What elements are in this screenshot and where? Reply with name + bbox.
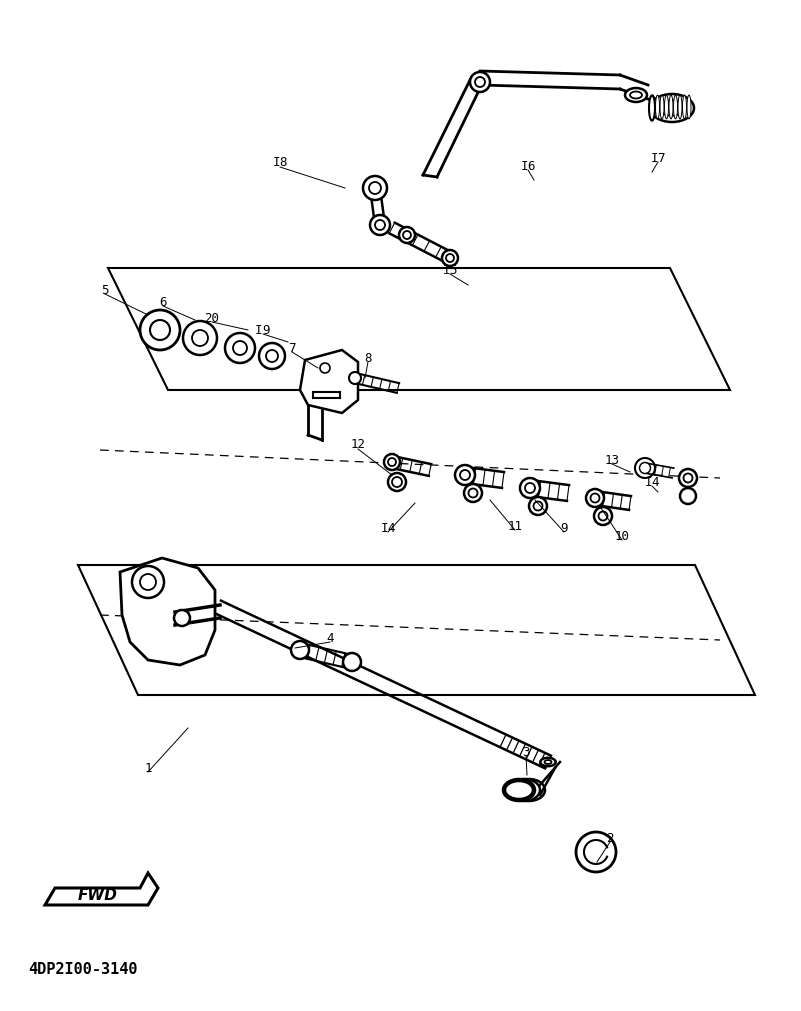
Circle shape (464, 484, 482, 502)
Ellipse shape (650, 94, 694, 122)
Ellipse shape (651, 95, 655, 119)
Text: 7: 7 (658, 152, 665, 165)
Circle shape (392, 477, 402, 487)
Text: 4: 4 (651, 475, 658, 488)
Circle shape (399, 227, 415, 243)
Ellipse shape (678, 95, 682, 119)
Text: 13: 13 (605, 454, 619, 466)
Polygon shape (45, 874, 158, 905)
Circle shape (259, 343, 285, 369)
Text: 8: 8 (280, 157, 287, 170)
Circle shape (349, 372, 361, 384)
Text: 4: 4 (387, 522, 395, 535)
Circle shape (370, 215, 390, 235)
Ellipse shape (674, 95, 678, 119)
Circle shape (192, 330, 208, 346)
Circle shape (266, 350, 278, 362)
Circle shape (460, 470, 470, 480)
Polygon shape (108, 268, 730, 390)
Polygon shape (78, 565, 755, 695)
Circle shape (470, 72, 490, 92)
Text: 4DP2I00-3140: 4DP2I00-3140 (28, 962, 138, 978)
Circle shape (233, 341, 247, 355)
Text: I: I (521, 160, 528, 173)
Circle shape (475, 77, 485, 87)
Circle shape (174, 610, 190, 626)
Circle shape (369, 182, 381, 194)
Circle shape (529, 497, 547, 515)
Circle shape (446, 254, 454, 262)
Circle shape (140, 310, 180, 350)
Polygon shape (120, 558, 215, 665)
Circle shape (343, 653, 361, 671)
Text: I: I (442, 264, 449, 276)
Ellipse shape (655, 95, 659, 119)
Ellipse shape (630, 92, 642, 98)
Text: 2: 2 (606, 831, 614, 844)
Text: FWD: FWD (78, 889, 118, 904)
Text: 20: 20 (204, 311, 219, 325)
Circle shape (150, 320, 170, 340)
Ellipse shape (541, 758, 556, 766)
Circle shape (679, 469, 697, 487)
Text: 6: 6 (159, 295, 167, 308)
Circle shape (132, 566, 164, 598)
Text: I: I (256, 324, 263, 337)
Text: I: I (650, 152, 658, 165)
Circle shape (598, 512, 607, 521)
Circle shape (590, 493, 599, 502)
Circle shape (363, 176, 387, 200)
Text: I: I (272, 157, 280, 170)
Circle shape (388, 458, 396, 466)
Ellipse shape (505, 782, 533, 799)
Circle shape (533, 501, 542, 511)
Circle shape (639, 462, 650, 473)
Ellipse shape (669, 95, 673, 119)
Circle shape (225, 333, 255, 363)
Circle shape (680, 488, 696, 504)
Circle shape (388, 473, 406, 491)
Text: 11: 11 (508, 520, 522, 533)
Circle shape (291, 641, 309, 659)
Text: I: I (380, 522, 388, 535)
Text: 5: 5 (449, 264, 457, 276)
Text: I: I (644, 475, 652, 488)
Circle shape (375, 220, 385, 229)
Text: 1: 1 (144, 761, 151, 774)
Circle shape (183, 321, 217, 355)
Circle shape (469, 488, 477, 497)
Circle shape (442, 250, 458, 266)
Ellipse shape (682, 95, 686, 119)
Text: 10: 10 (614, 530, 630, 543)
Circle shape (140, 574, 156, 590)
Text: 9: 9 (262, 324, 270, 337)
Ellipse shape (665, 95, 669, 119)
Ellipse shape (545, 760, 552, 764)
Text: 6: 6 (527, 160, 535, 173)
Ellipse shape (649, 95, 655, 120)
Text: 3: 3 (522, 745, 529, 758)
Circle shape (525, 483, 535, 493)
Circle shape (455, 465, 475, 485)
Ellipse shape (687, 95, 691, 119)
Polygon shape (300, 350, 358, 413)
Circle shape (594, 507, 612, 525)
Circle shape (384, 454, 400, 470)
Ellipse shape (660, 95, 664, 119)
Circle shape (586, 489, 604, 507)
Text: 9: 9 (560, 522, 568, 535)
Text: 12: 12 (351, 439, 365, 452)
Circle shape (403, 231, 411, 239)
Circle shape (576, 832, 616, 872)
Circle shape (635, 458, 655, 478)
Text: 8: 8 (364, 352, 372, 365)
Ellipse shape (660, 100, 684, 115)
Text: 7: 7 (288, 342, 296, 355)
Ellipse shape (625, 88, 647, 102)
Circle shape (683, 473, 693, 482)
Circle shape (520, 478, 540, 498)
Text: 5: 5 (101, 283, 109, 296)
Circle shape (320, 363, 330, 373)
Text: 4: 4 (326, 632, 334, 644)
